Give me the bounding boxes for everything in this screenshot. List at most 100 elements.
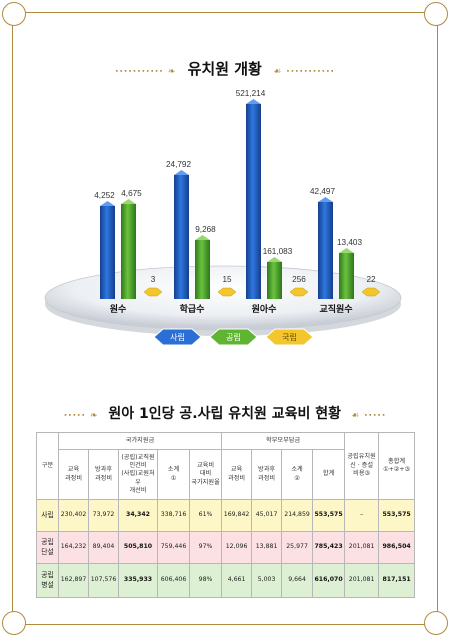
table-cell: 616,070 (312, 563, 346, 598)
row-label: 공립 병설 (36, 563, 59, 598)
table-cell: – (344, 499, 380, 532)
corner-ornament (424, 611, 448, 635)
legend-label: 사립 (170, 332, 185, 342)
table-cell: 201,081 (344, 531, 380, 564)
header-text: 교육 (67, 466, 80, 474)
header-text: 공립 (41, 571, 54, 580)
header-text: 병설 (41, 580, 54, 589)
bar-chart: 4,252 4,675 3 원수 24,792 9,268 15 학급수 521,214 161,… (44, 90, 402, 346)
title-ornament-left: ∙∙∙∙∙ ❧ (63, 411, 99, 421)
table-cell: 107,576 (88, 563, 119, 598)
table-cell: 785,423 (312, 531, 346, 564)
header-text: (사립)교원처우 (121, 470, 155, 486)
table-row: 공립 병설 162,897 107,576 335,933 606,406 98% 4,661… (36, 563, 416, 598)
category-label: 원아수 (252, 303, 277, 315)
table-cell: 13,881 (251, 531, 283, 564)
table-cell: 4,661 (221, 563, 253, 598)
data-label: 42,497 (310, 187, 335, 196)
table-cell: 9,664 (281, 563, 314, 598)
header-text: 교육 (230, 466, 243, 474)
header-text: 신 · 증설 (350, 461, 374, 469)
header-text: 인건비 (129, 461, 147, 469)
bar-top (100, 201, 115, 206)
bar-sarip (174, 175, 189, 299)
table-cell: 12,096 (221, 531, 253, 564)
header-text: 비용③ (353, 470, 371, 478)
bar-gongrip (121, 204, 136, 299)
table-cell: 505,810 (118, 531, 158, 564)
data-label: 13,403 (337, 238, 362, 247)
col-subheader: 소계 ② (281, 449, 314, 500)
bar-gongrip (339, 253, 354, 299)
col-subheader: 교육 과정비 (221, 449, 253, 500)
chart-title: 유치원 개황 (187, 60, 262, 78)
table-cell: 338,716 (157, 499, 190, 532)
table-cell: 986,504 (378, 531, 416, 564)
education-cost-table: 구분 국가지원금 학부모부담금 공립유치원 신 · 증설 비용③ 총합계 ①+②+③ … (36, 432, 416, 598)
chart-title-wrap: ∙∙∙∙∙∙∙∙∙∙∙ ❧ 유치원 개황 ☙ ∙∙∙∙∙∙∙∙∙∙∙ (0, 58, 450, 79)
bar-top (339, 248, 354, 253)
group-header-national: 국가지원금 (57, 432, 223, 450)
legend-label: 공립 (226, 332, 241, 342)
header-text: ①+②+③ (383, 466, 411, 473)
bar-top (174, 170, 189, 175)
page-border-frame (12, 12, 438, 625)
table-cell: 98% (188, 563, 223, 598)
table-cell: 45,017 (251, 499, 283, 532)
table-cell: 759,446 (157, 531, 190, 564)
data-label: 161,083 (263, 247, 293, 256)
table-row: 사립 230,402 73,972 34,342 338,716 61% 169,842 45… (36, 499, 416, 532)
data-label: 4,675 (121, 189, 142, 198)
data-label: 256 (292, 275, 306, 284)
header-text: 공립유치원 (347, 453, 376, 461)
table-cell: 164,232 (58, 531, 89, 564)
col-subheader: 교육비 대비 국가지원율 (188, 449, 223, 500)
bar-gongrip (267, 262, 282, 299)
table-cell: 230,402 (58, 499, 89, 532)
header-text: (공립)교직원 (121, 453, 155, 461)
legend-swatch (265, 328, 314, 346)
row-label: 사립 (36, 499, 59, 532)
table-cell: 169,842 (221, 499, 253, 532)
table-header-row: 구분 국가지원금 학부모부담금 공립유치원 신 · 증설 비용③ 총합계 ①+②+③ (36, 432, 416, 500)
data-label: 9,268 (195, 225, 216, 234)
bar-sarip (100, 206, 115, 299)
bar-top (318, 197, 333, 202)
header-text: 방과후 (258, 466, 276, 474)
table-cell: 97% (188, 531, 223, 564)
corner-ornament (2, 2, 26, 26)
table-cell: 606,406 (157, 563, 190, 598)
table-cell: 25,977 (281, 531, 314, 564)
category-label: 원수 (110, 303, 127, 315)
col-header-new-cost: 공립유치원 신 · 증설 비용③ (344, 432, 380, 500)
table-row: 공립 단설 164,232 89,404 505,810 759,446 97% 12,096… (36, 531, 416, 564)
legend-label: 국립 (282, 332, 297, 342)
table-title-wrap: ∙∙∙∙∙ ❧ 원아 1인당 공.사립 유치원 교육비 현황 ☙ ∙∙∙∙∙ (0, 403, 450, 423)
col-subheader: 소계 ① (157, 449, 190, 500)
title-ornament-right: ☙ ∙∙∙∙∙ (350, 411, 387, 421)
table-cell: 553,575 (378, 499, 416, 532)
table-cell: 34,342 (118, 499, 158, 532)
corner-ornament (424, 2, 448, 26)
table-subheader-row: 교육 과정비 방과후 과정비 (공립)교직원 인건비 (사립)교원처우 개선비 소계 ① 교육비 대비… (37, 449, 415, 500)
bar-gongrip (195, 240, 210, 299)
bar-sarip (318, 202, 333, 299)
title-ornament-right: ☙ ∙∙∙∙∙∙∙∙∙∙∙ (273, 67, 335, 77)
title-ornament-left: ∙∙∙∙∙∙∙∙∙∙∙ ❧ (115, 67, 177, 77)
header-text: 사립 (41, 510, 54, 519)
header-text: 과정비 (64, 474, 83, 482)
bar-top (267, 257, 282, 262)
col-subheader: 교육 과정비 (58, 449, 89, 500)
bar-top (121, 199, 136, 204)
data-label: 3 (151, 275, 156, 284)
header-text: 소계 (167, 466, 180, 474)
data-label: 4,252 (94, 191, 115, 200)
data-label: 15 (222, 275, 232, 284)
bar-sarip (246, 104, 261, 299)
table-cell: 553,575 (312, 499, 346, 532)
header-text: 공립 (41, 538, 54, 547)
table-cell: 201,081 (344, 563, 380, 598)
category-label: 교직원수 (319, 303, 352, 315)
col-subheader: 방과후 과정비 (251, 449, 283, 500)
header-text: 교육비 (196, 461, 215, 469)
